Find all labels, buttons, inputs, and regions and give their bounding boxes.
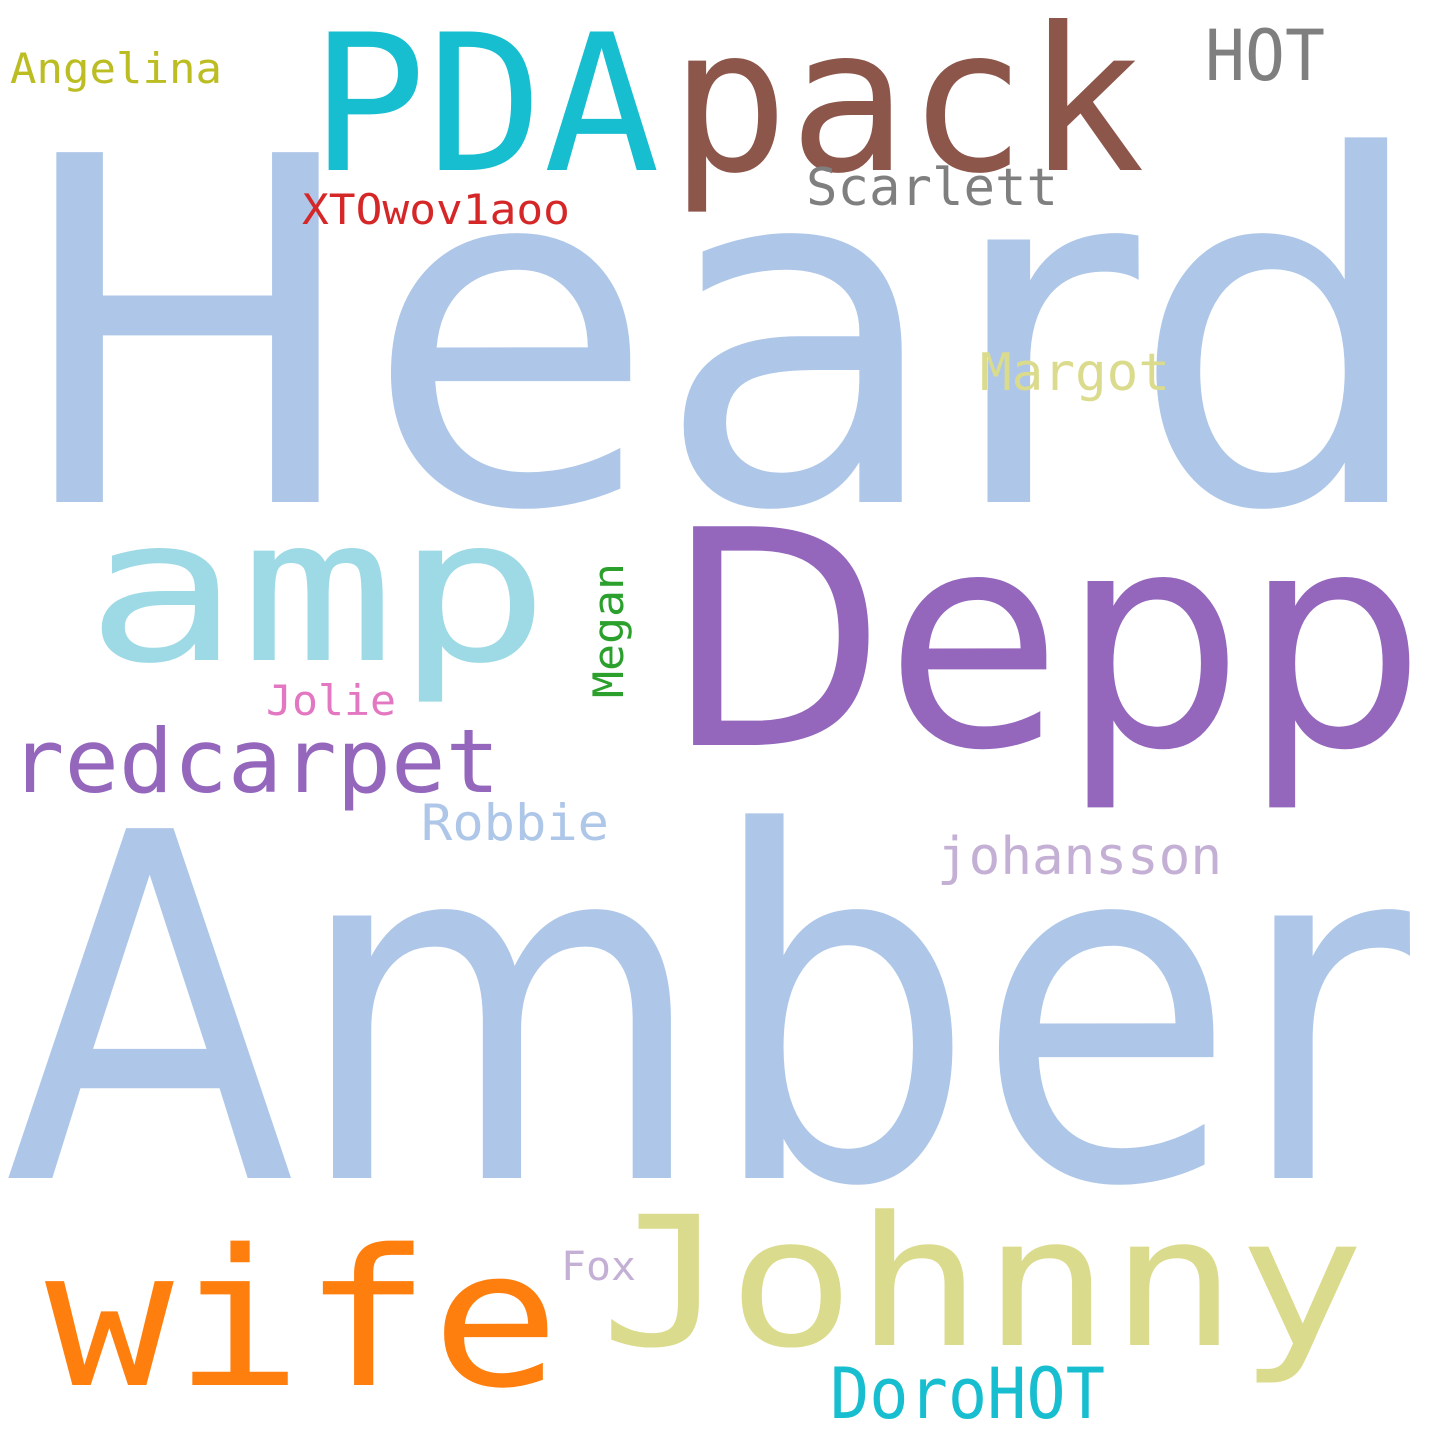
word-fox: Fox: [561, 1244, 636, 1290]
word-jolie: Jolie: [266, 676, 396, 725]
word-xtowov1aoo: XTOwov1aoo: [302, 185, 570, 234]
word-depp: Depp: [665, 467, 1425, 816]
word-pack: pack: [670, 0, 1145, 218]
word-amber: Amber: [5, 733, 1415, 1292]
word-amp: amp: [85, 475, 550, 708]
word-margot: Margot: [980, 343, 1170, 403]
word-johansson: johansson: [937, 827, 1222, 887]
word-dorohot: DoroHOT: [830, 1353, 1105, 1435]
word-heard: Heard: [10, 57, 1430, 616]
word-hot: HOT: [1205, 15, 1325, 97]
word-robbie: Robbie: [421, 794, 609, 852]
word-angelina: Angelina: [10, 44, 222, 93]
word-pda: PDA: [310, 0, 660, 215]
word-scarlett: Scarlett: [806, 158, 1058, 218]
word-wife: wife: [45, 1209, 560, 1430]
word-johnny: Johnny: [600, 1179, 1365, 1388]
word-redcarpet: redcarpet: [10, 710, 500, 813]
word-megan: Megan: [584, 563, 633, 698]
